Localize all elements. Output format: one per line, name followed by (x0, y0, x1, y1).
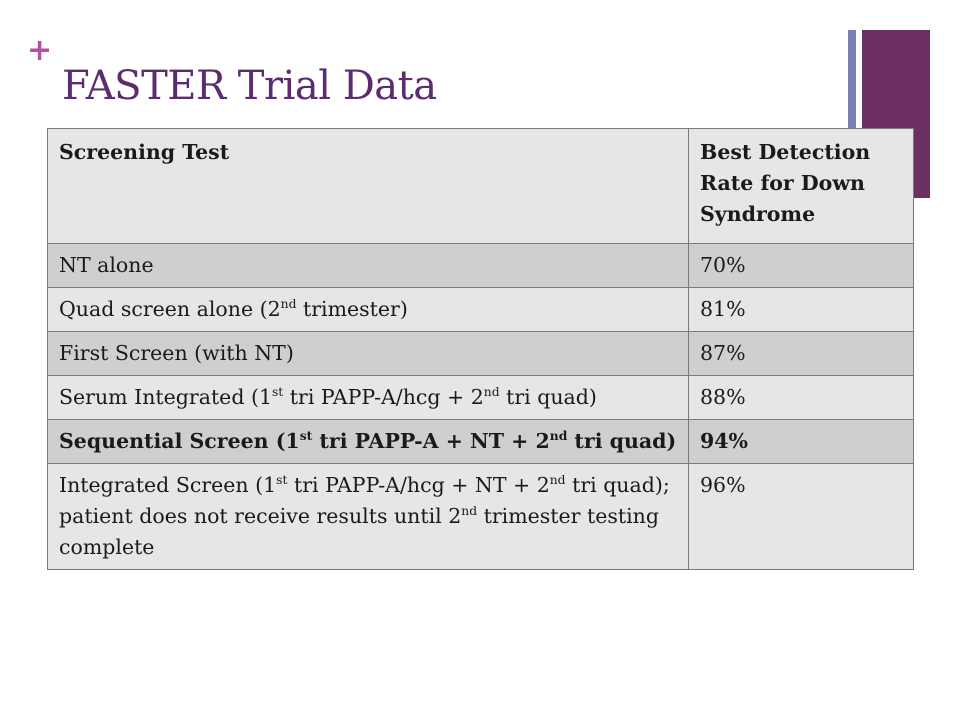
table-row: Sequential Screen (1st tri PAPP-A + NT +… (47, 419, 914, 464)
screening-test-cell: Serum Integrated (1st tri PAPP-A/hcg + 2… (47, 375, 689, 420)
detection-rate-cell: 81% (688, 287, 914, 332)
faster-trial-table: Screening Test Best Detection Rate for D… (47, 128, 914, 570)
screening-test-cell: Sequential Screen (1st tri PAPP-A + NT +… (47, 419, 689, 464)
table-header-row: Screening Test Best Detection Rate for D… (47, 128, 914, 244)
screening-test-cell: NT alone (47, 243, 689, 288)
header-detection-rate: Best Detection Rate for Down Syndrome (688, 128, 914, 244)
screening-test-cell: First Screen (with NT) (47, 331, 689, 376)
slide-title: FASTER Trial Data (62, 63, 437, 109)
detection-rate-cell: 70% (688, 243, 914, 288)
detection-rate-cell: 88% (688, 375, 914, 420)
detection-rate-cell: 87% (688, 331, 914, 376)
table-row: Serum Integrated (1st tri PAPP-A/hcg + 2… (47, 375, 914, 420)
plus-icon: + (27, 33, 53, 68)
table-row: First Screen (with NT) 87% (47, 331, 914, 376)
detection-rate-cell: 94% (688, 419, 914, 464)
screening-test-cell: Integrated Screen (1st tri PAPP-A/hcg + … (47, 463, 689, 570)
table-row: Integrated Screen (1st tri PAPP-A/hcg + … (47, 463, 914, 570)
header-screening-test: Screening Test (47, 128, 689, 244)
screening-test-cell: Quad screen alone (2nd trimester) (47, 287, 689, 332)
detection-rate-cell: 96% (688, 463, 914, 570)
table-row: Quad screen alone (2nd trimester) 81% (47, 287, 914, 332)
accent-bar-thin (848, 30, 856, 198)
table-row: NT alone 70% (47, 243, 914, 288)
